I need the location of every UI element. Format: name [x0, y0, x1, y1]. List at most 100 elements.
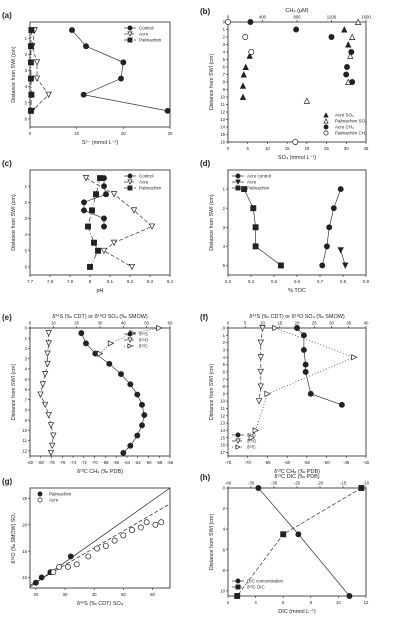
data-point — [127, 381, 134, 388]
legend-entry: Control — [139, 174, 154, 179]
x2-tick-label: 35 — [346, 321, 351, 326]
x-tick-label: 8 — [89, 279, 92, 284]
series-2 — [255, 325, 266, 405]
data-point — [294, 325, 300, 331]
y-tick-label: 6 — [223, 547, 226, 552]
data-point — [118, 75, 124, 82]
data-point — [100, 247, 108, 255]
x-tick-label: 25 — [324, 146, 329, 151]
series-line — [243, 188, 282, 266]
x-tick-label: 30 — [63, 592, 68, 597]
data-point — [323, 124, 329, 130]
series-3 — [27, 27, 35, 114]
data-point — [158, 519, 165, 526]
y-tick-label: 3 — [25, 356, 28, 361]
x2-tick-label: 25 — [312, 321, 317, 326]
data-point — [127, 179, 133, 185]
legend-entry: Palmachim — [139, 38, 162, 43]
data-point — [89, 207, 95, 214]
legend-entry: Palmachim — [139, 186, 162, 191]
data-point — [303, 97, 311, 104]
series-1 — [319, 186, 344, 269]
legend-entry: Acre — [139, 180, 149, 185]
y-tick-label: 4 — [223, 355, 226, 360]
x-tick-label: -64 — [124, 460, 131, 465]
data-point — [295, 531, 302, 538]
data-point — [118, 371, 124, 378]
y-tick-label: 16 — [220, 140, 225, 145]
y-tick-label: 10 — [220, 399, 225, 404]
data-point — [343, 71, 350, 78]
legend-entry: δ¹³C — [139, 344, 149, 349]
data-point — [257, 383, 264, 390]
series-2 — [337, 247, 349, 269]
legend-entry: δ¹⁸O — [247, 439, 257, 444]
data-point — [143, 519, 150, 526]
legend-entry: Palmachim — [247, 186, 270, 191]
data-point — [37, 497, 43, 503]
data-point — [139, 401, 145, 408]
y-tick-label: 2 — [223, 340, 226, 345]
series-3 — [248, 324, 358, 441]
x-tick-label: 2 — [227, 600, 230, 605]
x2-tick-label: 40 — [121, 321, 126, 326]
series-1 — [255, 485, 353, 599]
y-tick-label: 9 — [223, 391, 226, 396]
x-tick-label: 8.3 — [147, 279, 154, 284]
data-point — [87, 263, 93, 270]
x-tick-label: -82 — [27, 460, 34, 465]
data-point — [45, 330, 52, 337]
x2-tick-label: 1200 — [327, 15, 337, 20]
x2-axis-label: δ¹³C DIC (‰ PDB) — [274, 474, 319, 480]
data-point — [345, 41, 352, 48]
y-tick-label: 10 — [22, 428, 27, 433]
x2-tick-label: -40 — [225, 481, 232, 486]
data-point — [27, 59, 34, 66]
legend-entry: δ³⁴S — [247, 433, 256, 438]
y-tick-label: 5 — [223, 263, 226, 268]
y-tick-label: 5 — [223, 57, 226, 62]
data-point — [37, 491, 43, 497]
x-tick-label: 0.9 — [363, 279, 370, 284]
data-point — [252, 427, 259, 434]
series-4 — [225, 19, 299, 145]
legend-entry: δ¹³C — [247, 445, 257, 450]
data-point — [134, 391, 141, 398]
x2-tick-label: -35 — [248, 481, 255, 486]
data-point — [148, 223, 156, 230]
data-point — [354, 18, 362, 25]
y-axis-label: Distance from SWI (cm) — [209, 514, 215, 570]
y-tick-label: 5 — [25, 100, 28, 105]
y-tick-label: 3 — [25, 216, 28, 221]
x2-axis-label: δ³⁴S (‰ CDT) or δ¹⁸O SO₄ (‰ SMOW) — [249, 313, 345, 320]
series-3 — [241, 186, 284, 269]
x-tick-label: 7.9 — [67, 279, 74, 284]
x-tick-label: 5 — [247, 146, 250, 151]
data-point — [248, 49, 255, 55]
series-2 — [82, 175, 156, 271]
data-point — [50, 432, 57, 439]
legend-entry: δ³⁴S — [139, 332, 148, 337]
x-tick-label: 20 — [33, 592, 38, 597]
x-tick-label: 0.6 — [294, 279, 301, 284]
y-tick-label: 6 — [25, 265, 28, 270]
x2-tick-label: -25 — [294, 481, 301, 486]
data-point — [111, 537, 118, 544]
data-point — [242, 63, 249, 70]
legend-entry: Control — [139, 26, 154, 31]
data-point — [107, 340, 115, 347]
data-point — [127, 25, 133, 31]
y-tick-label: 7 — [25, 397, 28, 402]
x2-tick-label: 20 — [295, 321, 300, 326]
data-point — [347, 52, 354, 59]
data-point — [300, 332, 307, 339]
plot-frame — [29, 327, 171, 457]
x-tick-label: 0.7 — [317, 279, 324, 284]
data-point — [81, 207, 87, 214]
x-tick-label: 0 — [227, 146, 230, 151]
x-axis-label: δ³⁴S (‰ CDT) SO₄ — [77, 600, 124, 607]
